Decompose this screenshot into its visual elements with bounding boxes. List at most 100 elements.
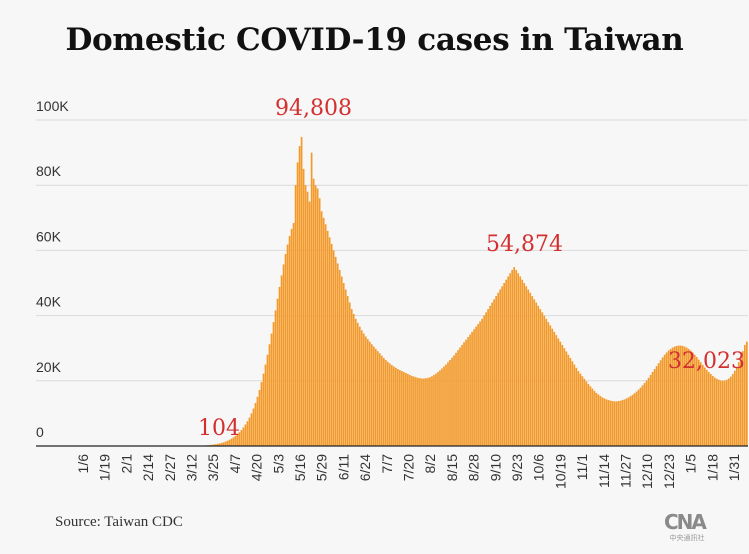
- x-tick-label: 2/27: [162, 454, 178, 481]
- case-bar: [427, 377, 429, 446]
- case-bar: [260, 382, 263, 446]
- case-bar: [298, 146, 301, 446]
- case-bar: [258, 389, 261, 446]
- case-bar: [725, 379, 728, 446]
- case-bar: [719, 380, 722, 446]
- case-bar: [447, 362, 449, 446]
- case-bar: [382, 357, 385, 446]
- case-bar: [455, 352, 457, 446]
- x-tick-label: 1/6: [75, 454, 91, 474]
- case-bar: [372, 346, 375, 446]
- case-bar: [479, 321, 481, 446]
- case-bar: [473, 329, 475, 446]
- case-bar: [741, 351, 744, 446]
- case-bar: [555, 335, 558, 446]
- case-bar: [537, 305, 540, 446]
- case-bar: [397, 369, 399, 446]
- case-bar: [495, 296, 497, 446]
- case-bar: [356, 322, 359, 446]
- case-bar: [683, 346, 686, 446]
- y-tick-label: 60K: [36, 228, 62, 244]
- case-bar: [469, 334, 471, 446]
- case-bar: [645, 380, 648, 446]
- case-bar: [639, 387, 642, 446]
- case-bar: [499, 289, 501, 446]
- y-tick-label: 100K: [36, 98, 69, 114]
- case-bar: [605, 399, 608, 446]
- case-bar: [567, 354, 570, 446]
- case-bar: [517, 273, 520, 446]
- case-bar: [395, 367, 397, 446]
- case-bar: [368, 341, 371, 446]
- case-bar: [224, 441, 227, 446]
- y-tick-label: 40K: [36, 294, 62, 310]
- case-bar: [559, 341, 562, 446]
- case-bar: [439, 370, 441, 446]
- case-bar: [653, 369, 656, 446]
- case-bar: [551, 328, 554, 446]
- case-bar: [547, 322, 550, 446]
- case-bar: [565, 351, 568, 446]
- case-bar: [525, 286, 528, 446]
- case-bar: [330, 243, 333, 446]
- case-bar: [511, 269, 514, 446]
- case-bar: [417, 377, 419, 446]
- case-bar: [240, 430, 243, 446]
- case-bar: [703, 367, 706, 446]
- case-bar: [284, 253, 287, 446]
- peak-annotation: 54,874: [486, 232, 563, 257]
- case-bar: [252, 408, 255, 446]
- case-bar: [304, 185, 307, 446]
- case-bar: [609, 400, 612, 446]
- case-bar: [661, 357, 664, 446]
- case-bar: [431, 376, 433, 446]
- case-bar: [413, 376, 415, 446]
- case-bar: [677, 345, 680, 446]
- case-bar: [471, 331, 473, 446]
- case-bar: [332, 250, 335, 446]
- x-tick-label: 3/12: [184, 454, 200, 481]
- case-bar: [461, 344, 463, 446]
- case-bar: [535, 302, 538, 446]
- case-bar: [320, 211, 323, 446]
- case-bar: [256, 396, 259, 446]
- case-bar: [695, 357, 698, 446]
- x-tick-label: 7/7: [379, 454, 395, 474]
- case-bar: [615, 401, 618, 446]
- case-bar: [393, 366, 395, 446]
- case-bar: [282, 264, 285, 446]
- case-bar: [493, 299, 495, 446]
- case-bar: [423, 378, 425, 446]
- case-bar: [737, 362, 740, 446]
- case-bar: [491, 302, 493, 446]
- case-bar: [521, 279, 524, 446]
- case-bar: [659, 360, 662, 446]
- case-bar: [294, 185, 297, 446]
- case-bar: [403, 372, 405, 446]
- case-bar: [276, 298, 279, 446]
- x-tick-label: 12/23: [661, 454, 677, 489]
- y-gridlines: [36, 119, 748, 382]
- case-bar: [739, 357, 742, 446]
- case-bar: [433, 374, 435, 446]
- case-bar: [441, 368, 443, 446]
- case-bar: [216, 443, 219, 446]
- case-bar: [553, 331, 556, 446]
- case-bar: [617, 401, 620, 446]
- case-bar: [262, 373, 265, 446]
- case-bar: [465, 339, 467, 446]
- case-bar: [266, 354, 269, 446]
- case-bar: [306, 191, 309, 446]
- case-bar: [667, 350, 670, 446]
- case-bar: [384, 359, 387, 446]
- case-bar: [274, 310, 277, 446]
- x-tick-label: 10/19: [552, 454, 568, 489]
- case-bar: [611, 401, 614, 446]
- x-tick-label: 8/28: [466, 454, 482, 481]
- case-bar: [326, 230, 329, 446]
- case-bar: [643, 383, 646, 446]
- case-bar: [475, 326, 477, 446]
- case-bar: [687, 348, 690, 446]
- case-bar: [338, 269, 341, 446]
- y-tick-label: 80K: [36, 163, 62, 179]
